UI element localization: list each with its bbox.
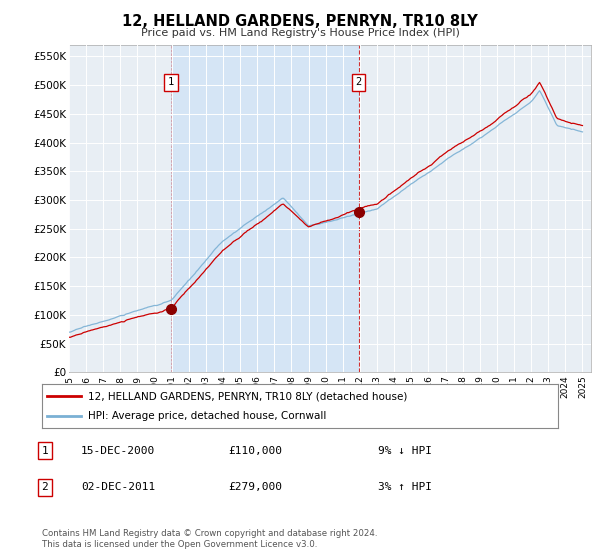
Text: 12, HELLAND GARDENS, PENRYN, TR10 8LY: 12, HELLAND GARDENS, PENRYN, TR10 8LY — [122, 14, 478, 29]
Text: 1: 1 — [41, 446, 49, 456]
Text: £279,000: £279,000 — [228, 482, 282, 492]
Text: £110,000: £110,000 — [228, 446, 282, 456]
Text: 2: 2 — [355, 77, 362, 87]
Text: 02-DEC-2011: 02-DEC-2011 — [81, 482, 155, 492]
Text: Contains HM Land Registry data © Crown copyright and database right 2024.
This d: Contains HM Land Registry data © Crown c… — [42, 529, 377, 549]
Text: 9% ↓ HPI: 9% ↓ HPI — [378, 446, 432, 456]
Text: 1: 1 — [168, 77, 174, 87]
Text: HPI: Average price, detached house, Cornwall: HPI: Average price, detached house, Corn… — [88, 411, 327, 421]
Text: 3% ↑ HPI: 3% ↑ HPI — [378, 482, 432, 492]
Text: 2: 2 — [41, 482, 49, 492]
Bar — [171, 45, 359, 372]
Text: Price paid vs. HM Land Registry's House Price Index (HPI): Price paid vs. HM Land Registry's House … — [140, 28, 460, 38]
Bar — [171, 45, 359, 372]
Text: 15-DEC-2000: 15-DEC-2000 — [81, 446, 155, 456]
Text: 12, HELLAND GARDENS, PENRYN, TR10 8LY (detached house): 12, HELLAND GARDENS, PENRYN, TR10 8LY (d… — [88, 391, 408, 401]
